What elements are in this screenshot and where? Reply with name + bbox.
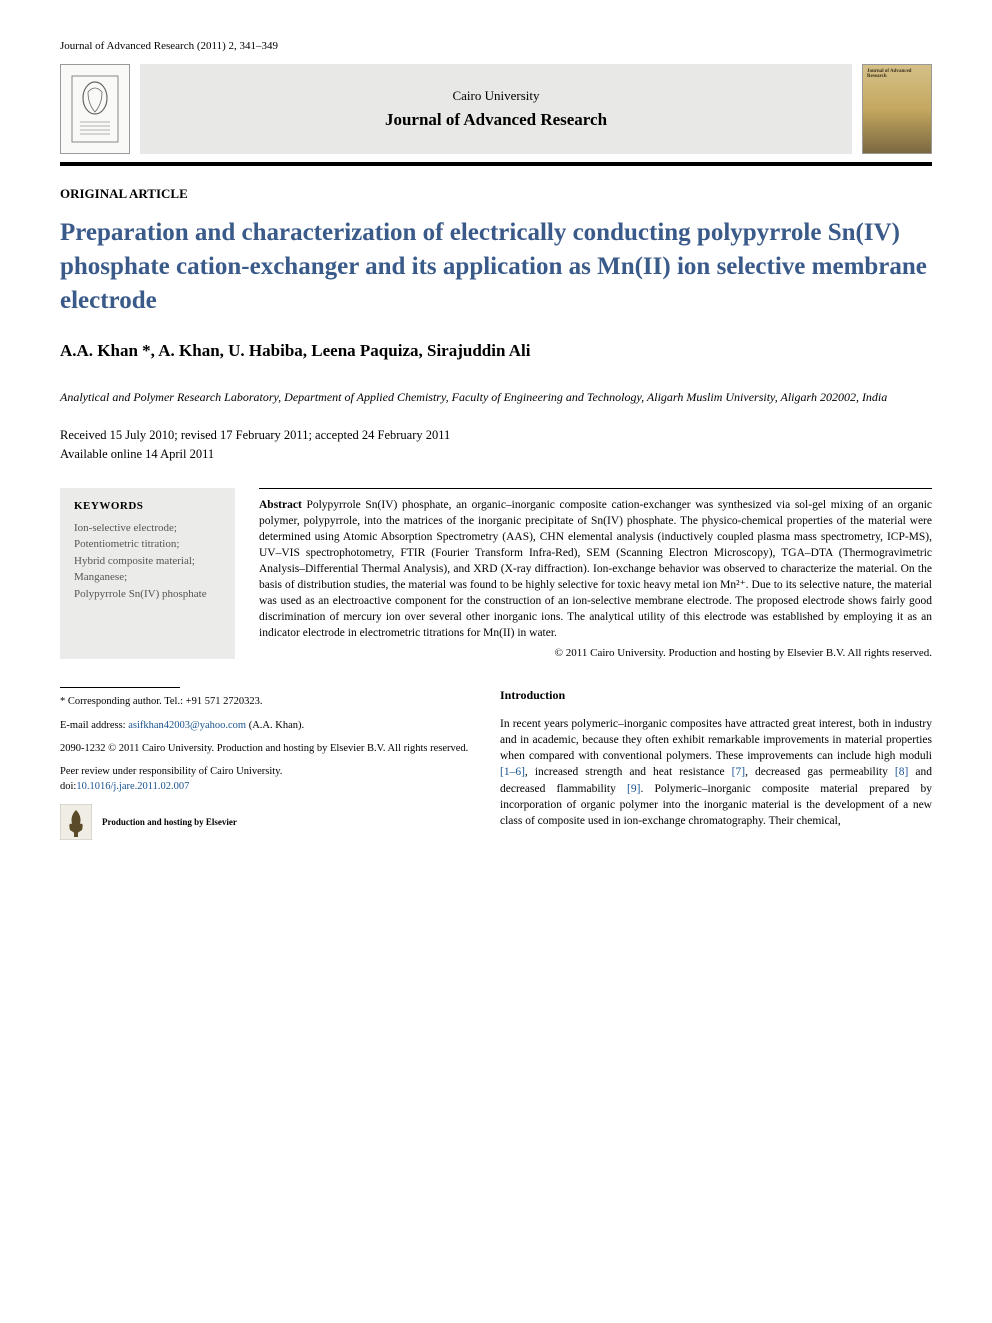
seal-icon (70, 74, 120, 144)
publisher-seal (60, 64, 130, 154)
header-rule (60, 162, 932, 166)
abstract-section: KEYWORDS Ion-selective electrode; Potent… (60, 488, 932, 660)
elsevier-tree-icon (60, 804, 92, 840)
affiliation: Analytical and Polymer Research Laborato… (60, 389, 932, 406)
lower-section: * Corresponding author. Tel.: +91 571 27… (60, 687, 932, 840)
production-hosting: Production and hosting by Elsevier (60, 804, 470, 840)
production-hosting-text: Production and hosting by Elsevier (102, 816, 237, 829)
university-name: Cairo University (452, 88, 539, 104)
email-label: E-mail address: (60, 720, 128, 731)
ref-7[interactable]: [7] (732, 766, 745, 778)
doi-link[interactable]: 10.1016/j.jare.2011.02.007 (76, 781, 189, 792)
intro-part-2: , increased strength and heat resistance (525, 766, 732, 778)
email-name: (A.A. Khan). (246, 720, 304, 731)
ref-9[interactable]: [9] (627, 783, 640, 795)
footnotes-column: * Corresponding author. Tel.: +91 571 27… (60, 687, 470, 840)
intro-part-4: , decreased gas permeability (745, 766, 895, 778)
ref-8[interactable]: [8] (895, 766, 908, 778)
abstract-body: Polypyrrole Sn(IV) phosphate, an organic… (259, 499, 932, 640)
abstract-rule (259, 488, 932, 489)
keywords-box: KEYWORDS Ion-selective electrode; Potent… (60, 488, 235, 660)
abstract-column: Abstract Polypyrrole Sn(IV) phosphate, a… (259, 488, 932, 660)
journal-banner: Cairo University Journal of Advanced Res… (60, 64, 932, 154)
article-dates: Received 15 July 2010; revised 17 Februa… (60, 426, 932, 464)
introduction-heading: Introduction (500, 687, 932, 704)
peer-review-line: Peer review under responsibility of Cair… (60, 764, 470, 794)
journal-cover-thumbnail: Journal of Advanced Research (862, 64, 932, 154)
peer-review-text: Peer review under responsibility of Cair… (60, 766, 282, 777)
article-title: Preparation and characterization of elec… (60, 216, 932, 317)
author-list: A.A. Khan *, A. Khan, U. Habiba, Leena P… (60, 341, 932, 361)
issn-copyright: 2090-1232 © 2011 Cairo University. Produ… (60, 741, 470, 756)
abstract-text: Abstract Polypyrrole Sn(IV) phosphate, a… (259, 497, 932, 642)
email-link[interactable]: asifkhan42003@yahoo.com (128, 720, 246, 731)
banner-center: Cairo University Journal of Advanced Res… (140, 64, 852, 154)
intro-part-0: In recent years polymeric–inorganic comp… (500, 718, 932, 762)
introduction-body: In recent years polymeric–inorganic comp… (500, 716, 932, 829)
cover-title: Journal of Advanced Research (867, 69, 927, 79)
article-type-label: ORIGINAL ARTICLE (60, 186, 932, 202)
doi-label: doi: (60, 781, 76, 792)
journal-name: Journal of Advanced Research (385, 110, 607, 130)
keywords-heading: KEYWORDS (74, 500, 221, 512)
keywords-list: Ion-selective electrode; Potentiometric … (74, 520, 221, 603)
footnote-rule (60, 687, 180, 688)
citation-header: Journal of Advanced Research (2011) 2, 3… (60, 40, 932, 52)
introduction-column: Introduction In recent years polymeric–i… (500, 687, 932, 840)
dates-received: Received 15 July 2010; revised 17 Februa… (60, 426, 932, 445)
ref-1-6[interactable]: [1–6] (500, 766, 525, 778)
corresponding-author: * Corresponding author. Tel.: +91 571 27… (60, 694, 470, 709)
email-line: E-mail address: asifkhan42003@yahoo.com … (60, 718, 470, 733)
dates-online: Available online 14 April 2011 (60, 445, 932, 464)
abstract-label: Abstract (259, 499, 302, 511)
abstract-copyright: © 2011 Cairo University. Production and … (259, 647, 932, 659)
